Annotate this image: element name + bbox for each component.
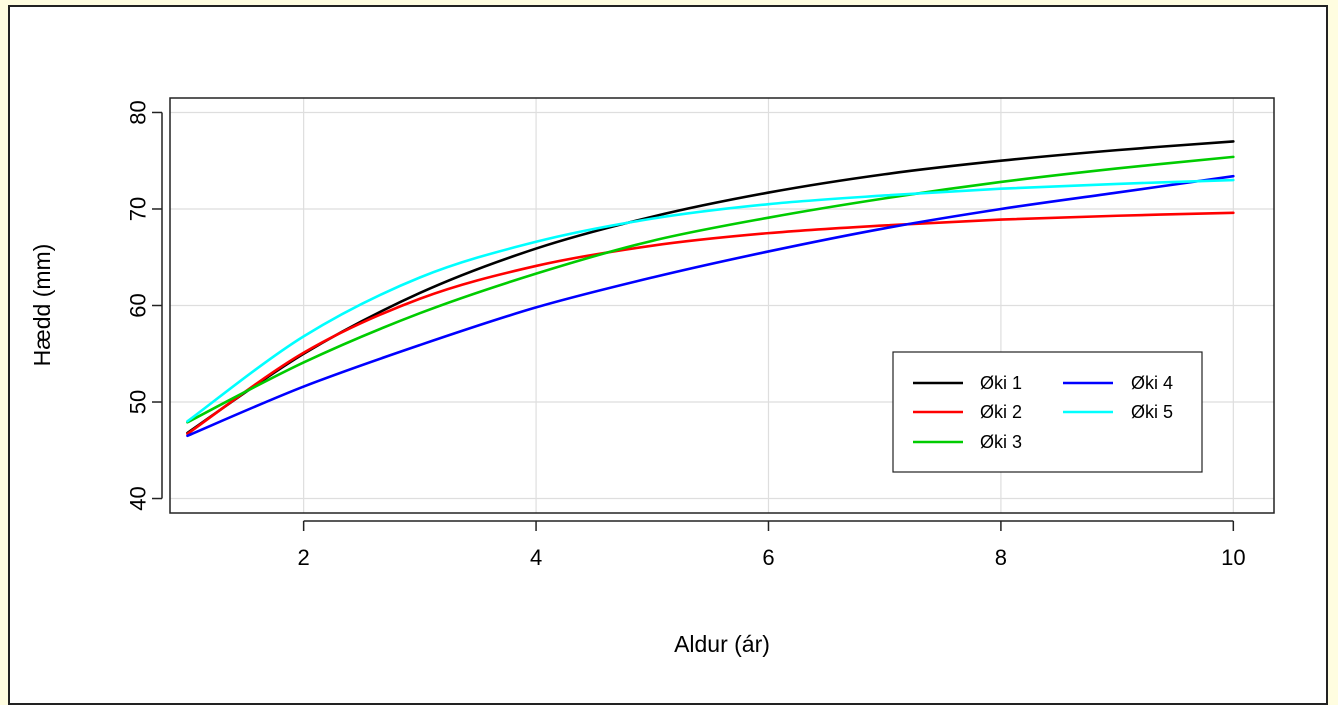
- series-line-3: [186, 155, 1235, 424]
- y-axis: 40 50 60 70 80: [126, 100, 163, 511]
- y-tick-label: 40: [126, 486, 151, 510]
- series-line-5: [186, 178, 1235, 423]
- legend-label-2: Øki 2: [980, 402, 1022, 422]
- x-tick-label: 6: [762, 545, 774, 570]
- series-lines: [186, 140, 1235, 438]
- series-line-4: [186, 174, 1235, 438]
- y-tick-label: 80: [126, 100, 151, 124]
- x-tick-label: 8: [995, 545, 1007, 570]
- legend-label-5: Øki 5: [1131, 402, 1173, 422]
- legend: Øki 1 Øki 2 Øki 3 Øki 4 Øki 5: [892, 351, 1203, 473]
- y-axis-title: Hædd (mm): [29, 244, 55, 367]
- legend-label-3: Øki 3: [980, 432, 1022, 452]
- legend-label-4: Øki 4: [1131, 373, 1173, 393]
- x-tick-label: 2: [298, 545, 310, 570]
- line-chart: 2 4 6 8 10 40 50 60 70 80 Aldur (ár) Hædd (mm) Ø…: [29, 97, 1275, 657]
- plot-border: [169, 97, 1275, 514]
- x-axis-title: Aldur (ár): [674, 631, 770, 657]
- y-tick-label: 70: [126, 197, 151, 221]
- series-line-2: [186, 211, 1235, 436]
- x-axis: 2 4 6 8 10: [298, 520, 1246, 570]
- y-tick-label: 60: [126, 293, 151, 317]
- legend-label-1: Øki 1: [980, 373, 1022, 393]
- y-tick-label: 50: [126, 390, 151, 414]
- x-tick-label: 10: [1221, 545, 1245, 570]
- x-tick-label: 4: [530, 545, 542, 570]
